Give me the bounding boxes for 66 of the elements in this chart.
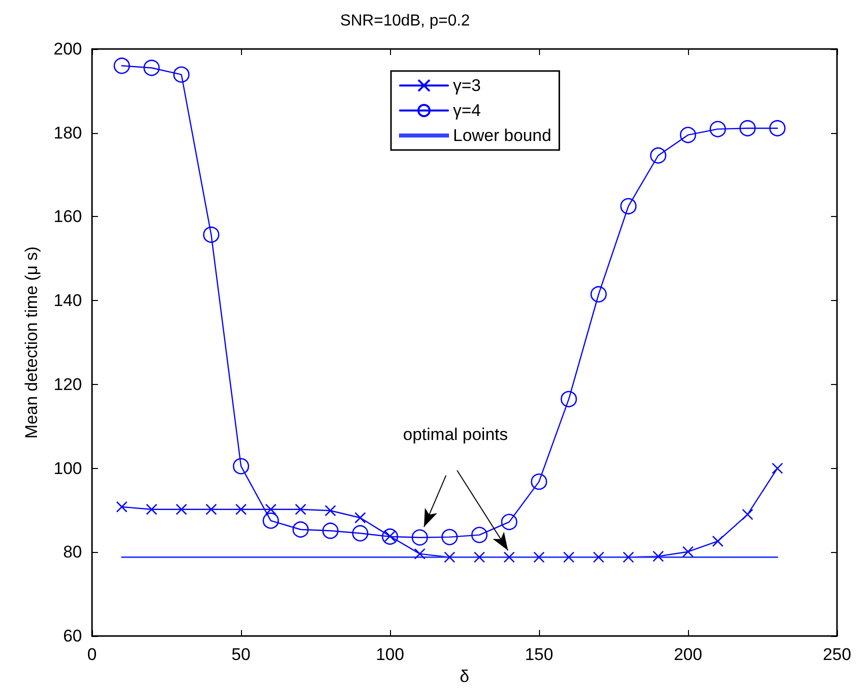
y-tick-label: 140 [54, 291, 82, 310]
y-tick-label: 180 [54, 123, 82, 142]
point [116, 501, 128, 513]
point [769, 120, 786, 136]
point [176, 504, 188, 516]
x-tick-label: 50 [232, 645, 250, 664]
point [680, 126, 696, 144]
point [560, 390, 577, 408]
y-tick-label: 160 [54, 207, 82, 226]
point [146, 504, 158, 516]
point [590, 286, 607, 302]
point [444, 552, 456, 563]
point [143, 60, 160, 76]
point [352, 525, 368, 542]
y-tick-label: 120 [54, 374, 82, 394]
point [354, 512, 366, 524]
point [265, 504, 276, 516]
point [292, 521, 309, 538]
point [739, 120, 756, 136]
y-tick-label: 80 [63, 542, 82, 562]
point [322, 522, 339, 539]
x-tick-label: 250 [822, 645, 852, 664]
point [592, 552, 604, 563]
x-tick-label: 100 [376, 645, 404, 664]
y-axis-title: Mean detection time (μ s) [22, 246, 41, 439]
point [650, 147, 666, 164]
point [620, 198, 637, 214]
point [235, 504, 247, 516]
legend-label: Lower bound [453, 126, 552, 145]
annotation: optimal points [403, 425, 508, 444]
point [652, 550, 664, 562]
x-axis-title: δ [460, 666, 470, 686]
x-tick-label: 0 [87, 645, 97, 664]
point [682, 546, 694, 558]
point [530, 474, 548, 490]
point [471, 526, 488, 544]
point [622, 552, 634, 563]
point [414, 548, 426, 560]
y-tick-label: 200 [54, 40, 82, 58]
point [206, 504, 217, 516]
point [712, 536, 724, 547]
point [441, 528, 458, 546]
point [501, 514, 518, 530]
point [533, 552, 545, 563]
point [710, 120, 726, 138]
legend-label: γ=3 [453, 76, 481, 95]
x-tick-label: 200 [674, 645, 702, 664]
point [324, 504, 336, 516]
legend-label: γ=4 [453, 101, 481, 120]
point [382, 528, 398, 545]
point [504, 552, 515, 563]
point [474, 552, 486, 563]
point [203, 226, 220, 243]
y-tick-label: 60 [63, 626, 82, 646]
point [173, 66, 190, 83]
point [742, 508, 754, 520]
point [114, 58, 130, 74]
chart-title: SNR=10dB, p=0.2 [340, 12, 470, 30]
point [294, 504, 306, 516]
point [412, 529, 428, 546]
point [262, 512, 279, 529]
y-tick-label: 100 [54, 458, 82, 478]
point [772, 462, 784, 474]
point [563, 552, 574, 563]
point [232, 458, 250, 474]
x-tick-label: 150 [524, 645, 554, 664]
